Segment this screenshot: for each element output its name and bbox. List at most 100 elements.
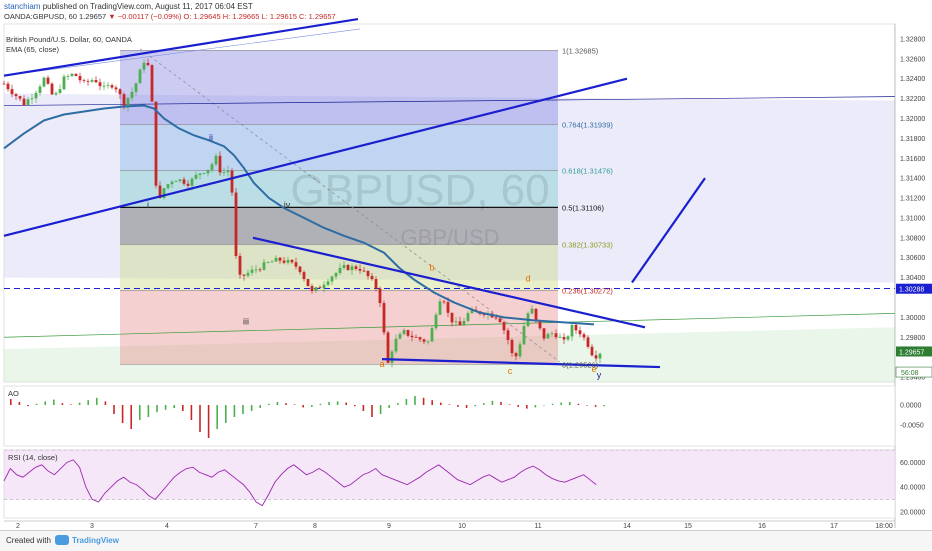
candle-body bbox=[58, 89, 62, 93]
ao-bar bbox=[87, 400, 89, 405]
price-tag-last: 1.29657 bbox=[899, 349, 924, 356]
candle-body bbox=[26, 99, 30, 106]
candle-body bbox=[546, 333, 550, 339]
time-tick-label: 2 bbox=[16, 523, 20, 530]
price-tick-label: 1.30800 bbox=[900, 235, 925, 242]
time-tick-label: 9 bbox=[387, 523, 391, 530]
fib-label: 0.236(1.30272) bbox=[562, 286, 613, 295]
candle-body bbox=[398, 334, 402, 339]
ema-legend: EMA (65, close) bbox=[6, 45, 59, 54]
ao-bar bbox=[242, 405, 244, 414]
candle-body bbox=[110, 85, 114, 88]
symbol-name: OANDA:GBPUSD, 60 bbox=[4, 12, 77, 21]
candle-body bbox=[302, 272, 306, 280]
candle-body bbox=[374, 279, 378, 289]
candle-body bbox=[234, 192, 238, 256]
candle-body bbox=[94, 79, 98, 83]
ao-bar bbox=[225, 405, 227, 423]
price-tick-label: 1.31800 bbox=[900, 136, 925, 143]
candle-body bbox=[402, 329, 406, 335]
ao-bar bbox=[457, 405, 459, 407]
candle-body bbox=[30, 98, 34, 100]
ao-bar bbox=[70, 404, 72, 405]
candle-body bbox=[414, 337, 418, 338]
candle-body bbox=[466, 313, 470, 321]
rsi-pane: RSI (14, close) 60.0000 40.0000 20.0000 bbox=[3, 449, 925, 519]
ao-bar bbox=[147, 405, 150, 417]
candle-body bbox=[566, 336, 570, 340]
ao-bar bbox=[164, 405, 167, 410]
ao-tick-label: -0.0050 bbox=[900, 423, 924, 430]
wave-label-c: c bbox=[508, 366, 513, 376]
candle-body bbox=[218, 155, 222, 173]
candle-body bbox=[114, 87, 118, 90]
wave-line-falling-wedge bbox=[252, 236, 646, 329]
ema-polyline bbox=[3, 104, 595, 326]
price-tick-label: 1.31600 bbox=[900, 156, 925, 163]
candle-body bbox=[574, 324, 578, 331]
candle-body bbox=[366, 270, 370, 277]
ao-bar bbox=[78, 402, 81, 405]
fib-zone bbox=[120, 124, 558, 171]
ao-bar bbox=[130, 405, 132, 429]
footer-bar: Created with TradingView bbox=[0, 530, 932, 551]
ao-bar bbox=[259, 405, 261, 408]
wave-label-a: a bbox=[379, 359, 384, 369]
time-tick-label: 4 bbox=[165, 523, 169, 530]
ao-bar bbox=[388, 405, 390, 408]
candle-body bbox=[146, 62, 150, 66]
candle-body bbox=[122, 94, 126, 107]
ao-bar bbox=[422, 397, 425, 405]
footer-brand[interactable]: TradingView bbox=[72, 536, 119, 545]
ao-bar bbox=[551, 403, 554, 405]
price-tick-label: 1.30400 bbox=[900, 275, 925, 282]
fib-label: 0(1.29526) bbox=[562, 360, 599, 369]
candle-body bbox=[130, 91, 134, 98]
candle-body bbox=[570, 324, 574, 337]
candle-body bbox=[442, 301, 446, 303]
ao-bar bbox=[594, 405, 597, 407]
candle-body bbox=[278, 257, 282, 261]
candle-body bbox=[22, 98, 26, 106]
candle-body bbox=[438, 301, 442, 315]
ao-bar bbox=[35, 403, 38, 405]
candle-body bbox=[126, 97, 130, 107]
ao-bar bbox=[534, 405, 537, 408]
price-tick-label: 1.31200 bbox=[900, 196, 925, 203]
fib-zone bbox=[120, 290, 558, 365]
wave-line-rising bbox=[3, 77, 628, 237]
candle-body bbox=[502, 322, 506, 331]
fib-label: 1(1.32685) bbox=[562, 46, 599, 55]
time-tick-label: 16 bbox=[758, 523, 766, 530]
watermark-symbol: GBPUSD, 60 bbox=[290, 166, 549, 215]
time-tick-label: 18:00 bbox=[875, 523, 893, 530]
ao-bar bbox=[569, 402, 571, 405]
candle-body bbox=[38, 86, 42, 93]
candle-body bbox=[86, 80, 90, 82]
rsi-label: RSI (14, close) bbox=[8, 453, 58, 462]
candle-body bbox=[14, 94, 18, 97]
candle-body bbox=[42, 77, 46, 87]
ao-bar bbox=[414, 396, 416, 405]
candle-body bbox=[10, 89, 14, 95]
candle-body bbox=[482, 313, 486, 316]
candle-body bbox=[458, 321, 462, 326]
created-with-text: Created with bbox=[6, 536, 51, 545]
candle-body bbox=[578, 330, 582, 335]
publisher-user[interactable]: stanchiam bbox=[4, 2, 41, 11]
candle-body bbox=[354, 266, 358, 269]
ao-label: AO bbox=[8, 389, 19, 398]
time-tick-label: 8 bbox=[313, 523, 317, 530]
candle-body bbox=[134, 83, 138, 92]
candle-body bbox=[78, 76, 82, 81]
candle-body bbox=[242, 274, 246, 276]
candle-body bbox=[170, 181, 174, 185]
ao-bar bbox=[379, 405, 382, 414]
ema-line bbox=[3, 104, 595, 326]
candle-body bbox=[18, 96, 22, 99]
ao-bar bbox=[397, 403, 399, 405]
candle-body bbox=[586, 337, 590, 347]
rsi-pane-bg bbox=[3, 449, 896, 519]
candle-body bbox=[158, 185, 162, 199]
ao-bar bbox=[336, 401, 339, 405]
